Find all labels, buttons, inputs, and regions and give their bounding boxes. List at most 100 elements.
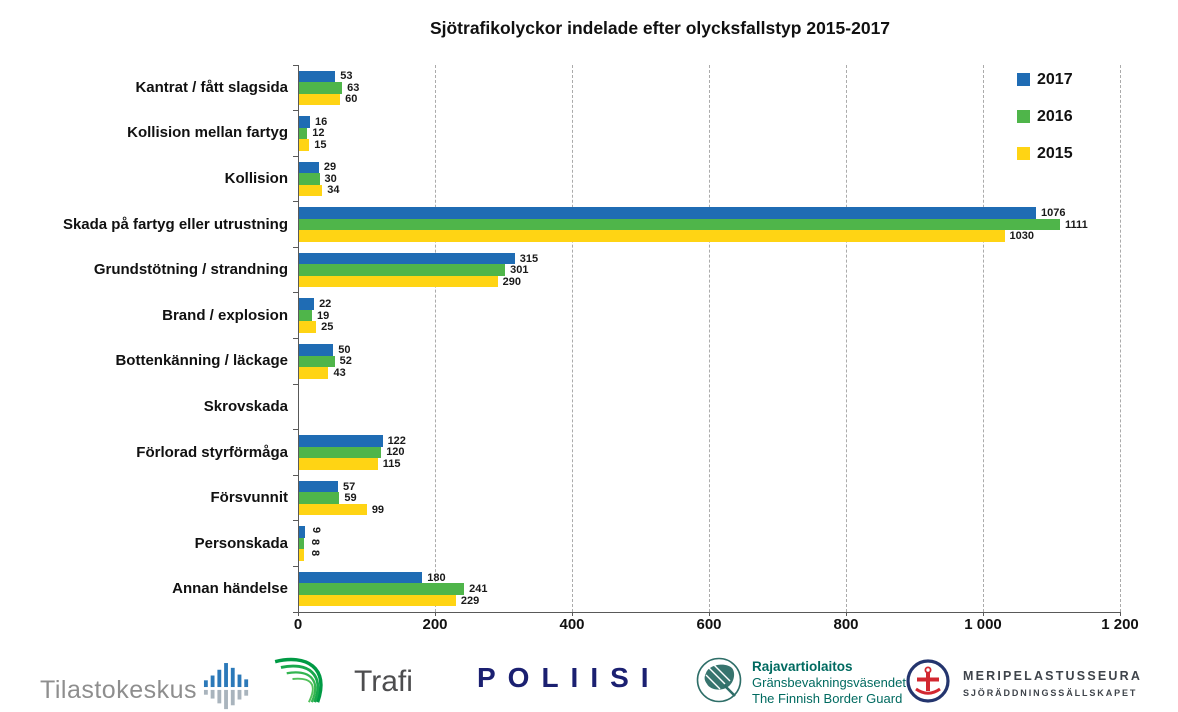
x-axis-label: 0	[293, 616, 303, 633]
gridline	[846, 65, 847, 612]
bar-value-label: 34	[327, 184, 340, 197]
bar-value-label: 15	[314, 138, 327, 151]
y-axis-tick	[293, 110, 298, 112]
bar-value-label: 315	[519, 252, 539, 265]
y-axis-tick	[293, 338, 298, 339]
bar-2017	[299, 116, 310, 128]
bar-2016	[299, 583, 465, 595]
bar-2017	[299, 161, 319, 174]
bar-value-label: 60	[345, 93, 358, 106]
y-axis-tick	[293, 520, 298, 522]
logo-tilastokeskus: Tilastokeskus	[40, 660, 251, 712]
y-axis-tick	[293, 201, 298, 203]
bar-2015	[299, 503, 367, 516]
bar-value-label: 50	[338, 343, 351, 356]
gridline	[709, 65, 710, 612]
bar-value-label: 8	[309, 538, 322, 545]
legend-label-2015: 2015	[1037, 144, 1073, 162]
gridline	[1120, 65, 1121, 612]
sea-rescue-emblem-icon	[905, 658, 951, 709]
y-axis-tick	[293, 565, 298, 567]
bar-value-label: 120	[386, 446, 405, 459]
category-label: Kollision	[224, 170, 288, 188]
bar-2015	[299, 139, 310, 151]
logo-rajavartiolaitos: Rajavartiolaitos Gränsbevakningsväsendet…	[695, 656, 906, 709]
bar-value-label: 29	[323, 161, 337, 174]
x-axis-label: 600	[696, 616, 722, 633]
category-label: Brand / explosion	[162, 306, 288, 324]
bar-2016	[299, 446, 382, 459]
category-label: Grundstötning / strandning	[93, 261, 288, 279]
sea-rescue-line2: SJÖRÄDDNINGSSÄLLSKAPET	[963, 688, 1138, 698]
category-label: Bottenkänning / läckage	[115, 352, 288, 370]
bar-2015	[299, 230, 1005, 242]
bar-value-label: 57	[343, 480, 356, 493]
bar-2017	[299, 571, 423, 584]
bar-value-label: 241	[469, 583, 488, 596]
bar-value-label: 43	[333, 366, 346, 379]
legend-swatch-2017	[1017, 73, 1030, 86]
y-axis-tick	[293, 292, 298, 294]
y-axis-tick	[293, 429, 298, 431]
bar-value-label: 122	[387, 434, 406, 447]
bar-2016	[299, 355, 335, 368]
bar-2015	[299, 275, 498, 288]
bar-value-label: 25	[321, 321, 334, 334]
border-guard-line2: Gränsbevakningsväsendet	[752, 674, 906, 690]
x-axis-label: 800	[833, 616, 859, 633]
legend-item-2016: 2016	[1017, 107, 1073, 126]
logo-trafi: Trafi	[272, 652, 413, 711]
category-label: Förlorad styrförmåga	[136, 443, 288, 461]
sea-rescue-line1: MERIPELASTUSSEURA	[963, 669, 1143, 683]
bar-2016	[299, 173, 320, 185]
x-axis-tick	[298, 612, 299, 616]
logo-meripelastusseura: MERIPELASTUSSEURA SJÖRÄDDNINGSSÄLLSKAPET	[905, 658, 1142, 709]
chart-title: Sjötrafikolyckor indelade efter olycksfa…	[429, 18, 891, 38]
category-label: Skrovskada	[203, 397, 288, 415]
bar-2017	[299, 344, 334, 356]
bar-2015	[299, 367, 329, 379]
category-label: Försvunnit	[210, 489, 289, 507]
category-label: Skada på fartyg eller utrustning	[62, 215, 288, 233]
x-axis-label: 200	[422, 616, 448, 633]
x-axis-label: 1 000	[964, 616, 1002, 633]
gridline	[572, 65, 573, 612]
bar-2015	[299, 184, 323, 197]
bar-value-label: 9	[310, 527, 323, 534]
bar-value-label: 53	[340, 70, 353, 83]
x-axis: 0 200 400 600 800 1 000 1 200	[294, 616, 1139, 638]
bar-value-label: 99	[371, 503, 385, 516]
bar-2015	[299, 458, 378, 470]
bar-2016	[299, 82, 343, 94]
category-label: Kantrat / fått slagsida	[135, 78, 288, 96]
bar-value-label: 229	[460, 594, 480, 607]
category-label: Annan händelse	[172, 580, 288, 598]
bar-2017	[299, 480, 339, 493]
category-labels: Kantrat / fått slagsida Kollision mellan …	[0, 65, 288, 612]
legend-item-2015: 2015	[1017, 144, 1073, 163]
legend-label-2017: 2017	[1037, 70, 1073, 88]
bar-value-label: 30	[324, 172, 337, 185]
bar-2015	[299, 549, 305, 561]
plot-area: 53 63 60 16 12 15 29 30 34 1076 1111 1030 315 301 290 2…	[293, 64, 1121, 616]
tilastokeskus-wordmark: Tilastokeskus	[40, 676, 198, 704]
bar-value-label: 16	[314, 115, 328, 128]
legend-swatch-2016	[1017, 110, 1030, 123]
bar-value-label: 1111	[1065, 218, 1088, 231]
bar-2016	[299, 127, 308, 140]
x-axis-tick	[435, 612, 436, 616]
bar-2017	[299, 298, 315, 310]
bar-value-label: 52	[339, 355, 352, 368]
x-axis-tick	[1120, 612, 1121, 616]
bar-value-label: 8	[309, 550, 322, 557]
border-guard-emblem-icon	[695, 656, 743, 709]
bar-2016	[299, 309, 312, 322]
poliisi-wordmark: POLIISI	[477, 662, 661, 693]
bar-2016	[299, 492, 340, 504]
bar-2015	[299, 594, 456, 607]
bar-value-label: 301	[510, 264, 529, 277]
y-axis-tick	[293, 611, 298, 613]
bar-2016	[299, 264, 506, 276]
bar-2017	[299, 526, 306, 538]
